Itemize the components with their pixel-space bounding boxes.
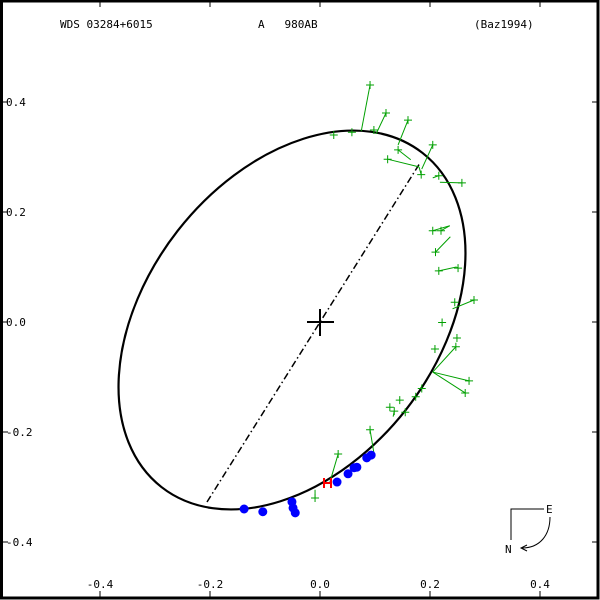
plus-marker-icon <box>457 178 466 187</box>
speckle-dot <box>352 462 362 472</box>
plus-marker-icon <box>470 296 478 304</box>
plus-marker-icon <box>465 376 474 385</box>
x-tick-label: -0.4 <box>87 578 114 591</box>
plus-marker-icon <box>385 403 394 412</box>
orbit-ellipse <box>117 129 467 511</box>
plus-marker-icon <box>430 344 439 353</box>
residual-line <box>440 225 451 232</box>
plus-marker-icon <box>431 248 440 257</box>
line-of-nodes <box>206 162 421 503</box>
residual-line <box>387 158 420 168</box>
residual-line <box>397 149 412 161</box>
plus-marker-icon <box>428 140 437 149</box>
plus-marker-icon <box>450 298 459 307</box>
speckle-dot <box>366 450 376 460</box>
plus-marker-icon <box>366 425 375 434</box>
compass-north-label: N <box>505 543 512 556</box>
residual-line <box>438 266 457 272</box>
plus-marker-icon <box>461 388 470 397</box>
x-tick-label: 0.2 <box>420 578 440 591</box>
residual-line <box>432 371 470 382</box>
plus-marker-icon <box>404 116 412 125</box>
plus-marker-icon <box>434 266 443 275</box>
speckle-dot <box>290 508 300 518</box>
x-axis-labels: -0.4 -0.2 0.0 0.2 0.4 <box>87 578 551 591</box>
plus-marker-icon <box>347 128 356 137</box>
x-tick-label: -0.2 <box>197 578 224 591</box>
plus-marker-icon <box>369 126 378 135</box>
header-reference: (Baz1994) <box>474 18 534 31</box>
plus-marker-icon <box>454 264 463 273</box>
speckle-observations <box>239 450 376 518</box>
plus-marker-icon <box>382 109 390 117</box>
plus-marker-icon <box>383 155 392 164</box>
speckle-dot <box>239 504 249 514</box>
header-component: A 980AB <box>258 18 318 31</box>
plus-marker-icon <box>329 131 338 139</box>
y-tick-label: -0.2 <box>6 426 33 439</box>
plus-marker-icon <box>390 407 399 416</box>
plus-marker-icon <box>434 171 443 180</box>
axis-ticks <box>3 2 597 597</box>
residual-line <box>369 429 375 453</box>
plus-marker-icon <box>311 494 320 502</box>
plus-marker-icon <box>395 396 404 405</box>
residual-line <box>421 144 434 170</box>
speckle-dot <box>332 477 342 487</box>
residual-line <box>397 119 409 146</box>
compass-east-label: E <box>546 503 553 516</box>
plus-marker-icon <box>334 450 343 458</box>
plus-marker-icon <box>451 342 460 351</box>
x-tick-label: 0.0 <box>310 578 330 591</box>
compass-rose: E N <box>505 503 553 556</box>
y-tick-label: 0.2 <box>6 206 26 219</box>
plus-marker-icon <box>366 80 375 89</box>
plus-marker-icon <box>437 226 445 235</box>
y-tick-label: 0.4 <box>6 96 26 109</box>
residual-line <box>375 112 387 135</box>
header-system-id: WDS 03284+6015 <box>60 18 153 31</box>
plus-marker-icon <box>401 408 410 417</box>
residual-line <box>452 299 475 310</box>
plus-marker-icon <box>428 226 437 235</box>
y-tick-label: 0.0 <box>6 316 26 329</box>
x-tick-label: 0.4 <box>530 578 550 591</box>
epoch-marker <box>323 478 332 488</box>
plus-marker-icon <box>417 384 426 393</box>
residual-line <box>432 371 466 394</box>
speckle-dot <box>258 507 268 517</box>
residual-line <box>432 346 457 373</box>
y-axis-labels: 0.4 0.2 0.0 -0.2 -0.4 <box>6 96 33 549</box>
residual-line <box>329 453 339 483</box>
plus-marker-icon <box>394 145 403 154</box>
plus-marker-icon <box>411 392 420 401</box>
plus-marker-icon <box>452 333 461 342</box>
primary-star-icon <box>307 309 334 336</box>
plus-marker-icon <box>417 170 426 179</box>
residual-line <box>435 236 451 253</box>
y-tick-label: -0.4 <box>6 536 33 549</box>
residual-line <box>360 84 371 132</box>
plus-marker-icon <box>438 318 447 327</box>
speckle-dot <box>343 469 353 479</box>
visual-observations <box>311 80 478 502</box>
